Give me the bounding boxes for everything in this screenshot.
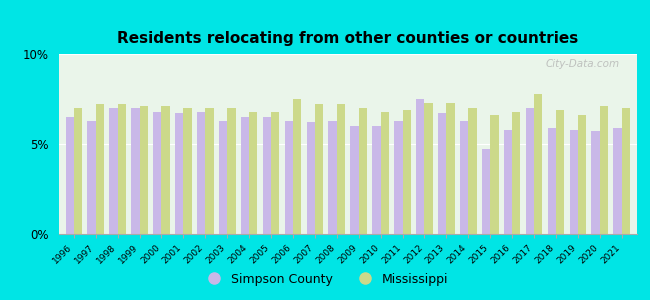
Bar	[460, 121, 468, 234]
Bar	[161, 106, 170, 234]
Bar	[359, 108, 367, 234]
Bar	[219, 121, 227, 234]
Bar	[227, 108, 235, 234]
Bar	[271, 112, 280, 234]
Bar	[526, 108, 534, 234]
Bar	[468, 108, 476, 234]
Bar	[402, 110, 411, 234]
Bar	[381, 112, 389, 234]
Bar	[183, 108, 192, 234]
Bar	[263, 117, 271, 234]
Bar	[482, 149, 490, 234]
Bar	[249, 112, 257, 234]
Bar	[534, 94, 542, 234]
Bar	[578, 115, 586, 234]
Bar	[490, 115, 499, 234]
Title: Residents relocating from other counties or countries: Residents relocating from other counties…	[117, 31, 578, 46]
Bar	[293, 99, 302, 234]
Bar	[175, 113, 183, 234]
Bar	[600, 106, 608, 234]
Bar	[569, 130, 578, 234]
Bar	[372, 126, 381, 234]
Bar	[592, 131, 600, 234]
Bar	[614, 128, 621, 234]
Bar	[240, 117, 249, 234]
Text: City-Data.com: City-Data.com	[545, 59, 619, 69]
Bar	[424, 103, 433, 234]
Bar	[621, 108, 630, 234]
Bar	[285, 121, 293, 234]
Bar	[205, 108, 214, 234]
Bar	[131, 108, 140, 234]
Bar	[438, 113, 447, 234]
Bar	[447, 103, 455, 234]
Bar	[315, 104, 323, 234]
Bar	[512, 112, 521, 234]
Bar	[118, 104, 126, 234]
Bar	[547, 128, 556, 234]
Bar	[337, 104, 345, 234]
Bar	[66, 117, 74, 234]
Bar	[140, 106, 148, 234]
Bar	[328, 121, 337, 234]
Bar	[556, 110, 564, 234]
Bar	[416, 99, 424, 234]
Bar	[307, 122, 315, 234]
Bar	[153, 112, 161, 234]
Bar	[197, 112, 205, 234]
Bar	[74, 108, 82, 234]
Bar	[109, 108, 118, 234]
Bar	[394, 121, 402, 234]
Bar	[350, 126, 359, 234]
Bar	[87, 121, 96, 234]
Bar	[96, 104, 104, 234]
Legend: Simpson County, Mississippi: Simpson County, Mississippi	[196, 268, 454, 291]
Bar	[504, 130, 512, 234]
